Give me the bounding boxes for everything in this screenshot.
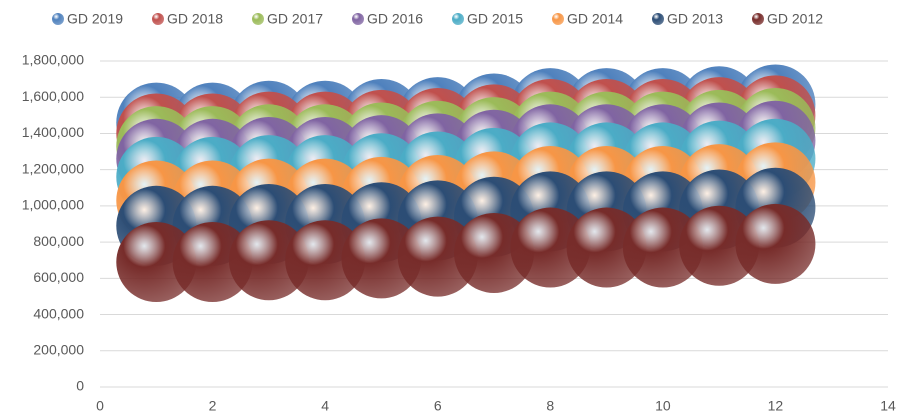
legend-marker [652,13,664,25]
x-tick-label: 8 [546,398,554,414]
legend-marker [752,13,764,25]
legend-label: GD 2017 [267,11,323,27]
y-tick-label: 0 [76,378,84,394]
bubble [510,207,591,288]
x-tick-label: 14 [880,398,896,414]
bubble [285,220,366,301]
bubble [172,222,253,303]
bubble [735,203,816,284]
bubble [341,218,422,299]
x-tick-label: 12 [768,398,784,414]
y-tick-label: 1,400,000 [22,124,84,140]
legend-label: GD 2012 [767,11,823,27]
bubble [679,205,760,286]
bubble [622,207,703,288]
legend-marker [52,13,64,25]
legend-marker [152,13,164,25]
legend-label: GD 2014 [567,11,623,27]
x-tick-label: 6 [434,398,442,414]
x-tick-label: 10 [655,398,671,414]
bubble [116,222,197,303]
legend-label: GD 2013 [667,11,723,27]
legend-label: GD 2018 [167,11,223,27]
legend-label: GD 2016 [367,11,423,27]
y-tick-label: 1,200,000 [22,160,84,176]
legend-marker [252,13,264,25]
y-tick-label: 800,000 [33,233,84,249]
y-tick-label: 1,600,000 [22,88,84,104]
y-tick-label: 1,000,000 [22,197,84,213]
y-tick-label: 400,000 [33,305,84,321]
y-tick-label: 200,000 [33,341,84,357]
legend-marker [352,13,364,25]
legend-label: GD 2019 [67,11,123,27]
legend-marker [552,13,564,25]
bubble [228,220,309,301]
bubble [566,207,647,288]
legend-label: GD 2015 [467,11,523,27]
x-tick-label: 0 [96,398,104,414]
legend-marker [452,13,464,25]
y-tick-label: 600,000 [33,269,84,285]
x-tick-label: 2 [209,398,217,414]
x-tick-label: 4 [321,398,329,414]
y-tick-label: 1,800,000 [22,52,84,68]
